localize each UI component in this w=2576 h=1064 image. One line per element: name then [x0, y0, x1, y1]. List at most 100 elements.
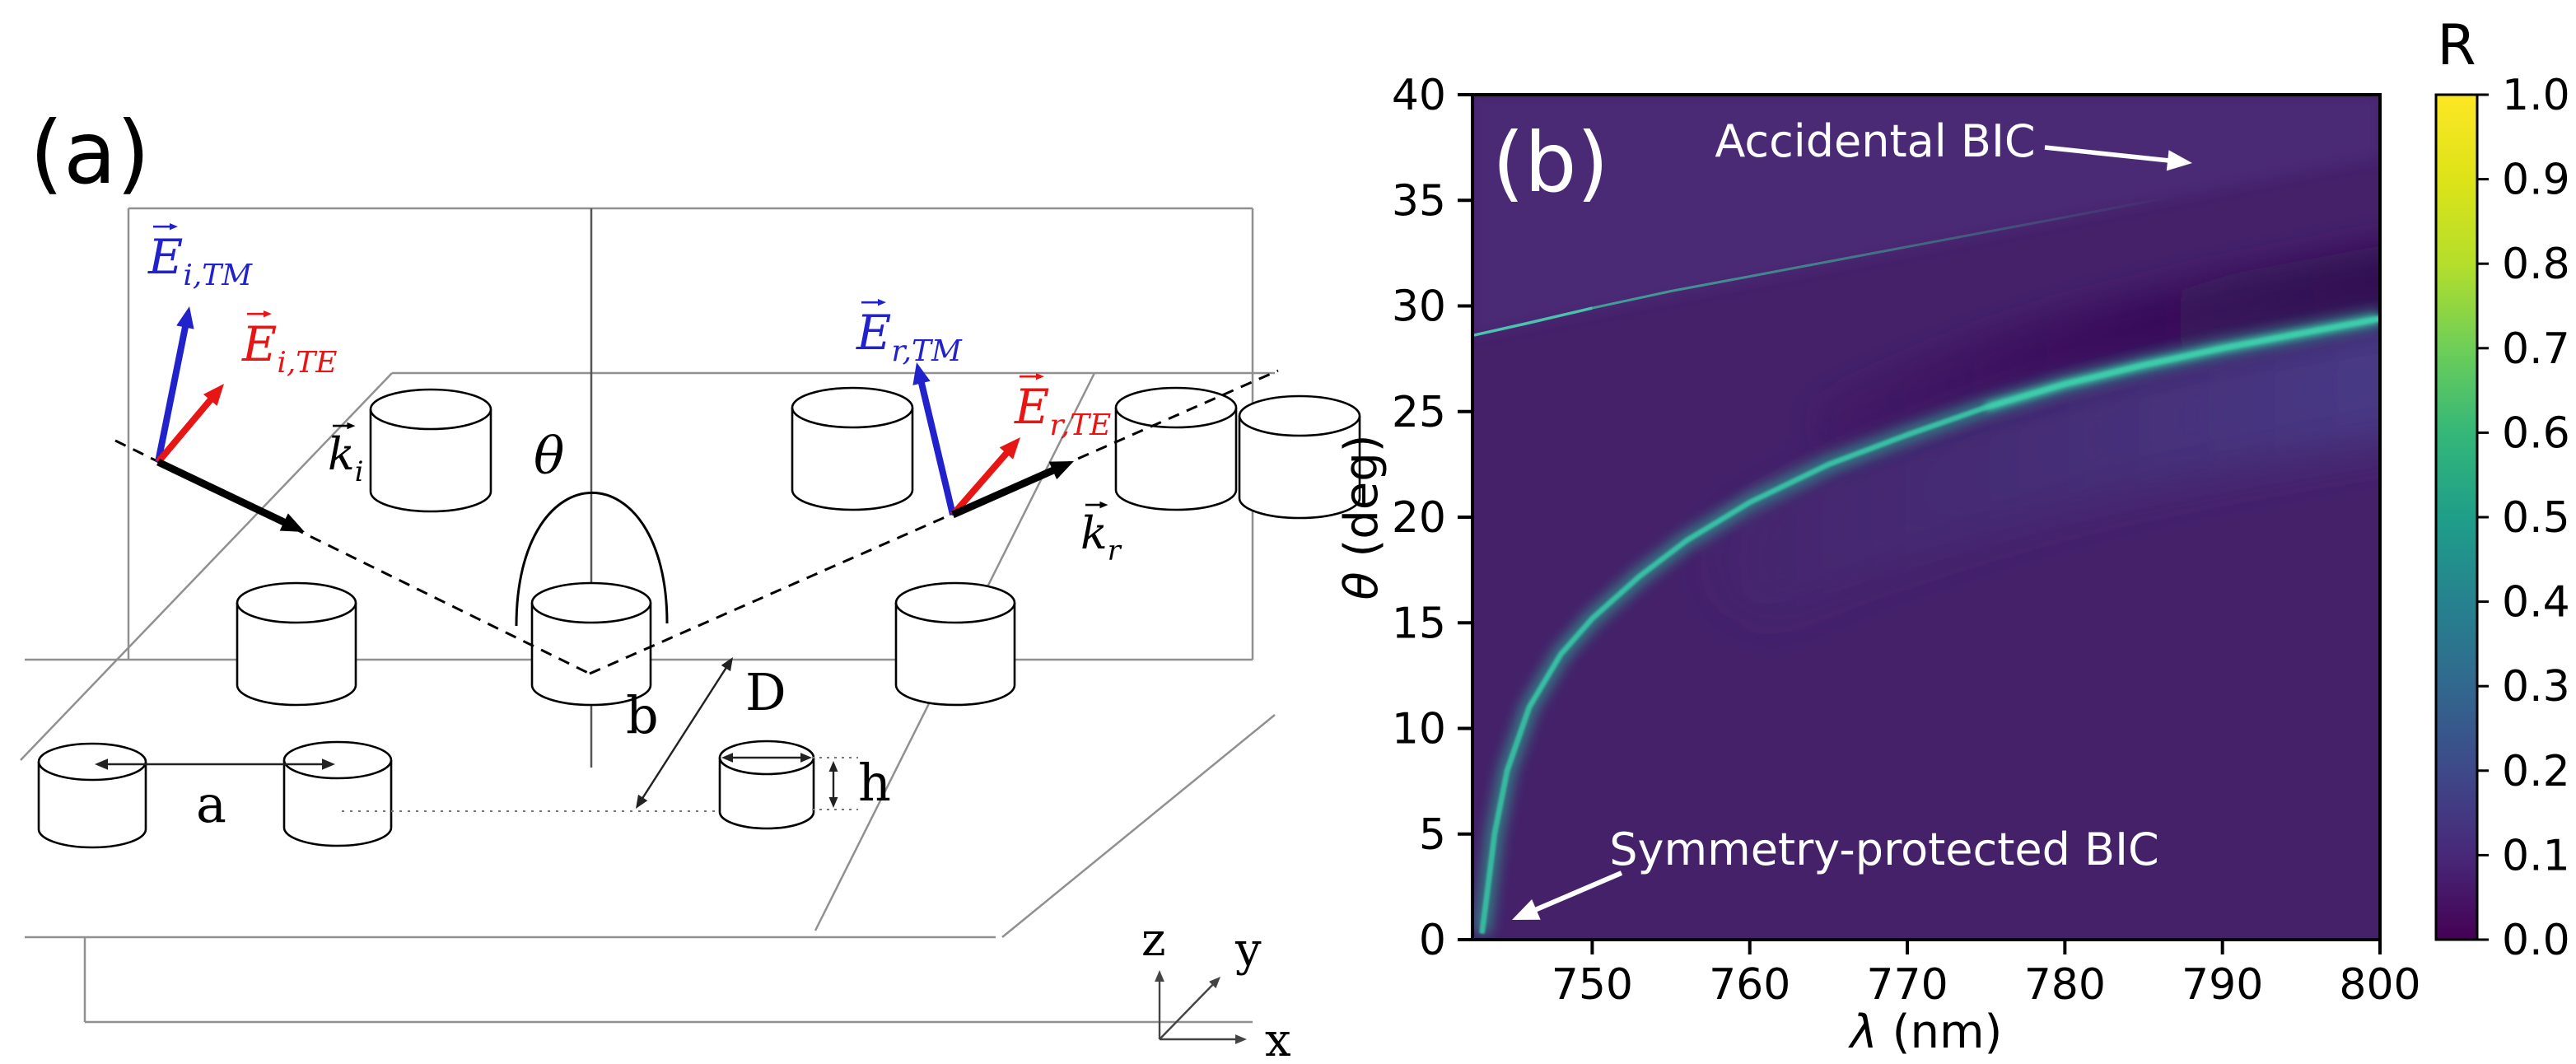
cylinder-top-face [369, 388, 492, 431]
y-tick-label: 20 [1392, 493, 1446, 543]
height-arrow-head-icon [828, 761, 838, 772]
e-i-te-arrow-head-icon [203, 384, 224, 406]
lattice-b-arrow-head-icon [636, 794, 648, 809]
cylinder-top-face [282, 740, 393, 780]
e-i-tm-label-vector-hat-icon-head-icon [169, 222, 178, 231]
plane-edge [20, 372, 393, 761]
y-axis-arrow [1159, 982, 1216, 1040]
nanodisk-cylinder [1114, 386, 1238, 511]
k-r-label-sub: r [1108, 534, 1122, 567]
nanodisk-cylinder [236, 581, 357, 707]
lattice-b-label: b [626, 685, 659, 745]
x-tick-label: 760 [1709, 960, 1790, 1010]
e-r-te-arrow-head-icon [999, 437, 1020, 460]
nanodisk-cylinder [369, 388, 492, 513]
theta-label: θ [534, 426, 564, 486]
nanodisk-cylinder [791, 386, 914, 511]
cylinder-body-outline [791, 408, 914, 511]
colorbar-tick-label: 0.3 [2502, 662, 2570, 712]
te-resonance-thin-tail [1481, 707, 1531, 934]
e-r-tm-arrow-head-icon [912, 362, 931, 385]
accidental-bic-pointer [2044, 145, 2176, 164]
cylinder-body-outline [530, 603, 652, 707]
colorbar-tick-label: 0.2 [2502, 747, 2570, 796]
colorbar [2434, 93, 2479, 941]
y-tick-label: 5 [1419, 810, 1446, 860]
cylinder-body-fill [792, 408, 912, 510]
nanodisk-cylinder [282, 740, 393, 847]
k-i-arrow-head-icon [279, 513, 305, 532]
cylinder-top-face [894, 581, 1016, 624]
x-tick-label: 790 [2182, 960, 2263, 1010]
cylinder-body-outline [37, 762, 147, 849]
e-i-te-arrow [155, 393, 217, 464]
x-axis-symbol: λ [1848, 1006, 1878, 1059]
colorbar-tick-label: 0.6 [2502, 408, 2570, 458]
e-i-tm-label-sub: i,TM [183, 259, 253, 292]
colorbar-tick-label: 0.7 [2502, 324, 2570, 374]
y-axis-label: y [1234, 923, 1262, 977]
lattice-b-arrow [640, 664, 729, 802]
k-i-label: ki [328, 428, 363, 488]
k-r-label-main: k [1080, 507, 1108, 559]
y-axis-label: θ (deg) [1335, 434, 1388, 600]
cylinder-body-outline [236, 603, 357, 707]
y-axis-symbol: θ [1335, 572, 1388, 600]
colorbar-tick-label: 0.0 [2502, 916, 2570, 965]
colorbar-title: R [2437, 13, 2476, 78]
lattice-a-arrow-head-icon [322, 758, 335, 770]
k-i-label-vector-hat-icon-head-icon [347, 422, 356, 430]
colorbar-tick-label: 0.5 [2502, 493, 2570, 543]
colorbar-tick-label: 1.0 [2502, 71, 2570, 120]
colorbar-tick-label: 0.8 [2502, 240, 2570, 289]
te-resonance-bright-end [1985, 315, 2380, 411]
e-i-te-label: Ei,TE [241, 316, 338, 380]
theta-arc [515, 492, 669, 627]
e-r-te-arrow [950, 446, 1014, 517]
k-r-label: kr [1080, 507, 1122, 567]
panel-b-heatmap: (b) Accidental BIC Symmetry-protected BIC 7… [1335, 13, 2570, 1059]
e-r-te-label-sub: r,TE [1049, 408, 1111, 442]
e-r-te-label: Er,TE [1014, 379, 1111, 442]
e-r-tm-label-main: E [856, 305, 891, 361]
e-i-te-label-vector-hat-icon-head-icon [263, 310, 272, 318]
symmetry-bic-pointer [1528, 870, 1623, 915]
e-r-te-label-vector-hat-icon-head-icon [1035, 372, 1044, 380]
y-tick-label: 40 [1392, 71, 1446, 120]
y-tick-label: 15 [1392, 599, 1446, 648]
x-axis-unit: (nm) [1878, 1006, 2003, 1059]
z-axis-arrow-head-icon [1155, 970, 1164, 982]
lattice-b-arrow-head-icon [721, 657, 733, 672]
k-i-label-main: k [328, 428, 355, 480]
y-tick-label: 0 [1419, 916, 1446, 965]
accidental-bic-pointer-head-icon [2166, 150, 2192, 171]
k-r-arrow-head-icon [1048, 461, 1074, 480]
nanodisk-cylinder [894, 581, 1016, 707]
colorbar-tick-label: 0.4 [2502, 578, 2570, 628]
k-r-label-vector-hat-icon-head-icon [1099, 501, 1108, 509]
y-tick-label: 25 [1392, 388, 1446, 437]
e-i-te-label-sub: i,TE [277, 346, 337, 380]
cylinder-top-face [37, 742, 147, 782]
accidental-branch-bright-start [1472, 306, 1593, 338]
e-r-tm-label-sub: r,TM [891, 334, 963, 368]
z-axis-label: z [1141, 913, 1166, 967]
e-r-tm-label-vector-hat-icon-head-icon [877, 298, 886, 306]
panel-a-label: (a) [30, 103, 150, 203]
cylinder-top-face [791, 386, 914, 429]
diameter-arrow-head-icon [800, 753, 812, 763]
cylinder-body-fill [237, 603, 356, 705]
cylinder-top-face [1114, 386, 1238, 429]
cylinder-body-outline [894, 603, 1016, 707]
e-i-tm-label: Ei,TM [147, 229, 253, 292]
e-r-tm-arrow [917, 376, 956, 516]
cylinder-top-face [530, 581, 652, 624]
cylinder-body-fill [39, 762, 146, 847]
nanodisk-cylinder [1238, 394, 1361, 520]
nanodisk-cylinder [530, 581, 652, 707]
nanodisk-cylinder [37, 742, 147, 849]
reflected-ray-dashed [589, 369, 1279, 675]
